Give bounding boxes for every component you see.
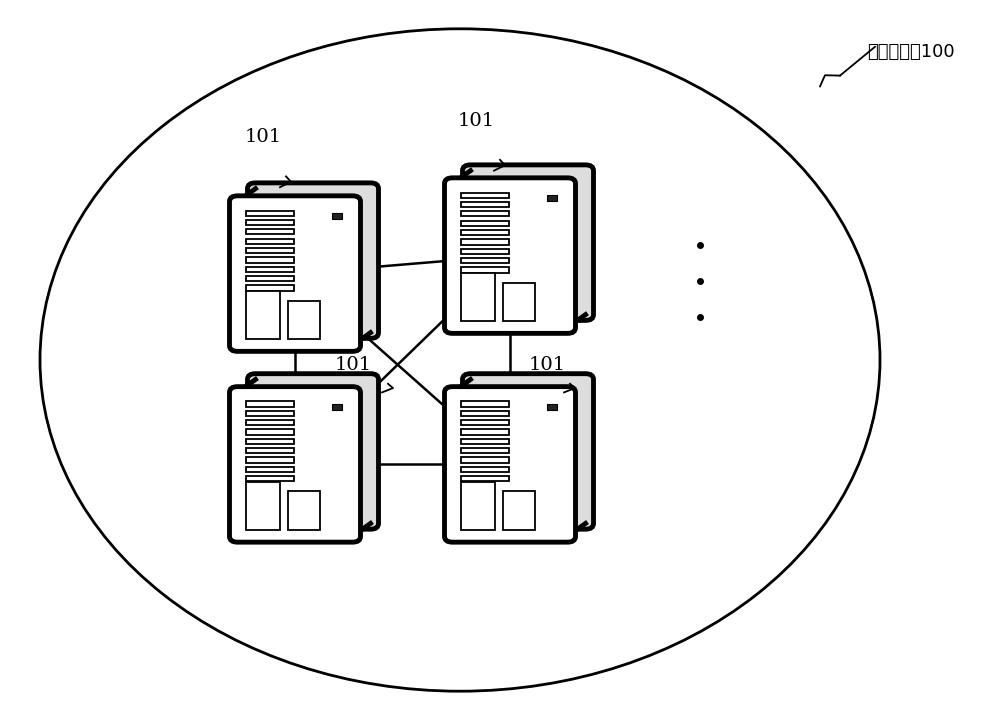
Bar — [461, 267, 509, 273]
Text: 101: 101 — [457, 112, 495, 130]
Bar — [461, 420, 509, 426]
Bar — [461, 239, 509, 245]
Text: 101: 101 — [528, 356, 566, 374]
FancyBboxPatch shape — [229, 196, 360, 351]
Bar — [461, 429, 509, 435]
Bar — [246, 482, 280, 530]
Bar — [288, 491, 320, 530]
Bar — [461, 202, 509, 207]
Bar — [246, 248, 294, 253]
Bar — [461, 448, 509, 454]
Bar — [246, 448, 294, 454]
Bar — [246, 420, 294, 426]
Bar — [246, 467, 294, 472]
Bar — [461, 248, 509, 254]
FancyBboxPatch shape — [229, 387, 360, 542]
Bar — [461, 410, 509, 416]
Bar — [461, 211, 509, 217]
FancyBboxPatch shape — [444, 178, 576, 333]
Bar — [332, 404, 342, 410]
Bar — [246, 285, 294, 291]
Bar — [246, 401, 294, 407]
Bar — [503, 491, 535, 530]
Bar — [246, 210, 294, 216]
Bar — [547, 404, 557, 410]
Bar — [547, 195, 557, 201]
Bar — [246, 276, 294, 282]
FancyBboxPatch shape — [248, 374, 378, 529]
Bar — [332, 213, 342, 219]
FancyBboxPatch shape — [444, 387, 576, 542]
Bar — [246, 238, 294, 244]
Bar — [246, 476, 294, 482]
FancyBboxPatch shape — [462, 374, 594, 529]
Bar — [246, 429, 294, 435]
Bar — [461, 467, 509, 472]
Bar — [461, 258, 509, 264]
Bar — [288, 300, 320, 339]
Bar — [246, 266, 294, 272]
Bar — [246, 229, 294, 235]
Text: 区块链系统100: 区块链系统100 — [867, 43, 955, 61]
Bar — [461, 482, 495, 530]
Bar — [461, 476, 509, 482]
Bar — [461, 273, 495, 321]
Text: 101: 101 — [334, 356, 372, 374]
Bar — [461, 220, 509, 226]
Bar — [246, 291, 280, 339]
Bar — [461, 457, 509, 463]
FancyBboxPatch shape — [248, 183, 378, 338]
Bar — [503, 282, 535, 321]
Bar — [461, 438, 509, 444]
Text: 101: 101 — [244, 128, 282, 146]
FancyBboxPatch shape — [462, 165, 594, 320]
Bar — [461, 230, 509, 235]
Bar — [246, 410, 294, 416]
Bar — [461, 192, 509, 198]
Bar — [246, 438, 294, 444]
Bar — [246, 220, 294, 225]
Bar — [246, 457, 294, 463]
Bar — [246, 257, 294, 263]
Bar — [461, 401, 509, 407]
